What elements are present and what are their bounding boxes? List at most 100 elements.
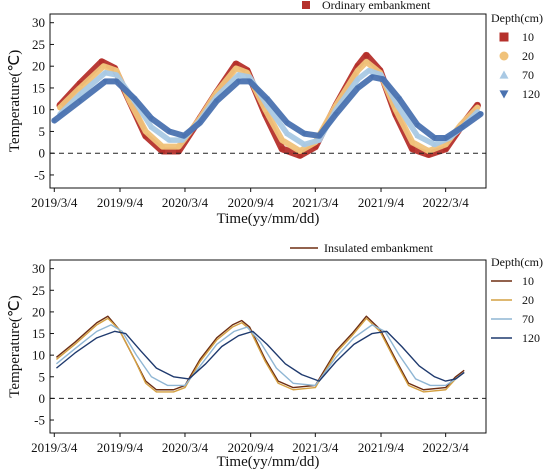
data-point: [166, 129, 172, 135]
y-tick-label: 15: [32, 80, 45, 95]
data-point: [443, 135, 449, 141]
data-point: [394, 102, 401, 108]
data-point: [214, 98, 220, 104]
data-point: [301, 131, 307, 137]
data-point: [143, 133, 149, 139]
data-point: [235, 72, 242, 77]
data-point: [159, 144, 166, 150]
series-line: [55, 324, 465, 387]
legend-label: 70: [522, 68, 534, 82]
chart-panel-1: -5 0 5 10 15 20 25 30 2019/3/4 2019/9/4 2020/3/4 20…: [7, 0, 543, 227]
data-point: [369, 74, 375, 80]
y-tick-label: 10: [32, 102, 45, 117]
data-point: [247, 74, 253, 80]
data-point: [279, 146, 285, 152]
x-tick-label: 2020/3/4: [162, 440, 209, 455]
plot-frame: [49, 259, 487, 434]
data-point: [284, 120, 290, 126]
data-point: [396, 96, 402, 102]
data-point: [355, 76, 361, 82]
legend-item-20: 20: [491, 293, 534, 307]
series-line: [55, 330, 465, 382]
data-point: [414, 133, 421, 138]
legend-item-10: 10: [499, 30, 534, 44]
legend-marker: [499, 90, 509, 99]
data-point: [233, 65, 239, 71]
legend-label: 120: [522, 331, 540, 345]
data-point: [179, 137, 185, 143]
data-point: [431, 135, 438, 141]
data-point: [77, 91, 83, 97]
data-point: [312, 144, 318, 150]
x-tick-label: 2020/3/4: [162, 195, 209, 210]
data-point: [279, 137, 285, 143]
y-tick-label: -5: [34, 413, 45, 428]
data-point: [409, 139, 416, 145]
y-tick-label: 0: [39, 146, 46, 161]
x-tick-label: 2019/3/4: [31, 440, 78, 455]
chart-title: Ordinary embankment: [322, 0, 431, 12]
data-point: [366, 67, 372, 73]
data-point: [77, 81, 83, 87]
data-point: [316, 133, 322, 139]
chart-title-legend: Insulated embankment: [290, 241, 434, 255]
series-70cm: [55, 324, 465, 387]
data-point: [425, 148, 432, 154]
legend-label: 20: [522, 49, 534, 63]
legend-label: 10: [522, 274, 534, 288]
data-point: [113, 72, 120, 77]
data-point: [233, 61, 239, 67]
x-tick-label: 2019/9/4: [97, 195, 144, 210]
data-point: [175, 148, 182, 154]
data-point: [478, 111, 484, 117]
series-120cm: [55, 330, 465, 382]
data-point: [175, 144, 182, 150]
data-point: [181, 133, 187, 139]
chart-title: Insulated embankment: [324, 241, 434, 255]
data-point: [297, 148, 303, 154]
data-point: [57, 104, 63, 111]
legend: Depth(cm) 10 20 70 120: [491, 255, 543, 345]
data-point: [143, 128, 149, 135]
x-axis-title: Time(yy/mm/dd): [217, 454, 320, 470]
y-tick-label: 5: [39, 124, 46, 139]
data-point: [316, 137, 322, 143]
y-tick-label: 30: [32, 15, 45, 30]
x-tick-label: 2021/3/4: [292, 440, 339, 455]
y-tick-label: 25: [32, 37, 45, 52]
data-point: [355, 63, 361, 69]
y-tick-label: 20: [32, 59, 45, 74]
series-band: [51, 74, 484, 141]
data-point: [425, 151, 432, 158]
legend-title: Depth(cm): [491, 11, 543, 25]
data-point: [77, 98, 83, 104]
y-tick-label: 0: [39, 391, 46, 406]
data-point: [166, 137, 172, 143]
data-point: [51, 118, 57, 124]
series-band: [57, 67, 481, 148]
x-tick-label: 2020/9/4: [228, 440, 275, 455]
x-tick-label: 2019/9/4: [97, 440, 144, 455]
y-tick-label: 10: [32, 348, 45, 363]
data-point: [355, 85, 361, 91]
x-axis-title: Time(yy/mm/dd): [217, 211, 320, 227]
legend-label: 70: [522, 312, 534, 326]
y-tick-label: 25: [32, 283, 45, 298]
x-tick-label: 2022/3/4: [423, 440, 470, 455]
data-point: [333, 111, 339, 117]
data-point: [148, 124, 155, 130]
data-point: [443, 146, 449, 152]
data-point: [113, 79, 120, 85]
y-tick-label: 30: [32, 261, 45, 276]
data-point: [414, 122, 421, 128]
data-point: [264, 96, 270, 102]
y-axis-title: Temperature(℃): [7, 295, 23, 397]
data-point: [363, 52, 369, 58]
legend-marker: [499, 32, 509, 42]
data-point: [301, 141, 307, 147]
data-point: [247, 79, 253, 85]
legend-item-120: 120: [491, 331, 540, 345]
y-tick-label: 20: [32, 304, 45, 319]
x-tick-label: 2021/9/4: [358, 195, 405, 210]
